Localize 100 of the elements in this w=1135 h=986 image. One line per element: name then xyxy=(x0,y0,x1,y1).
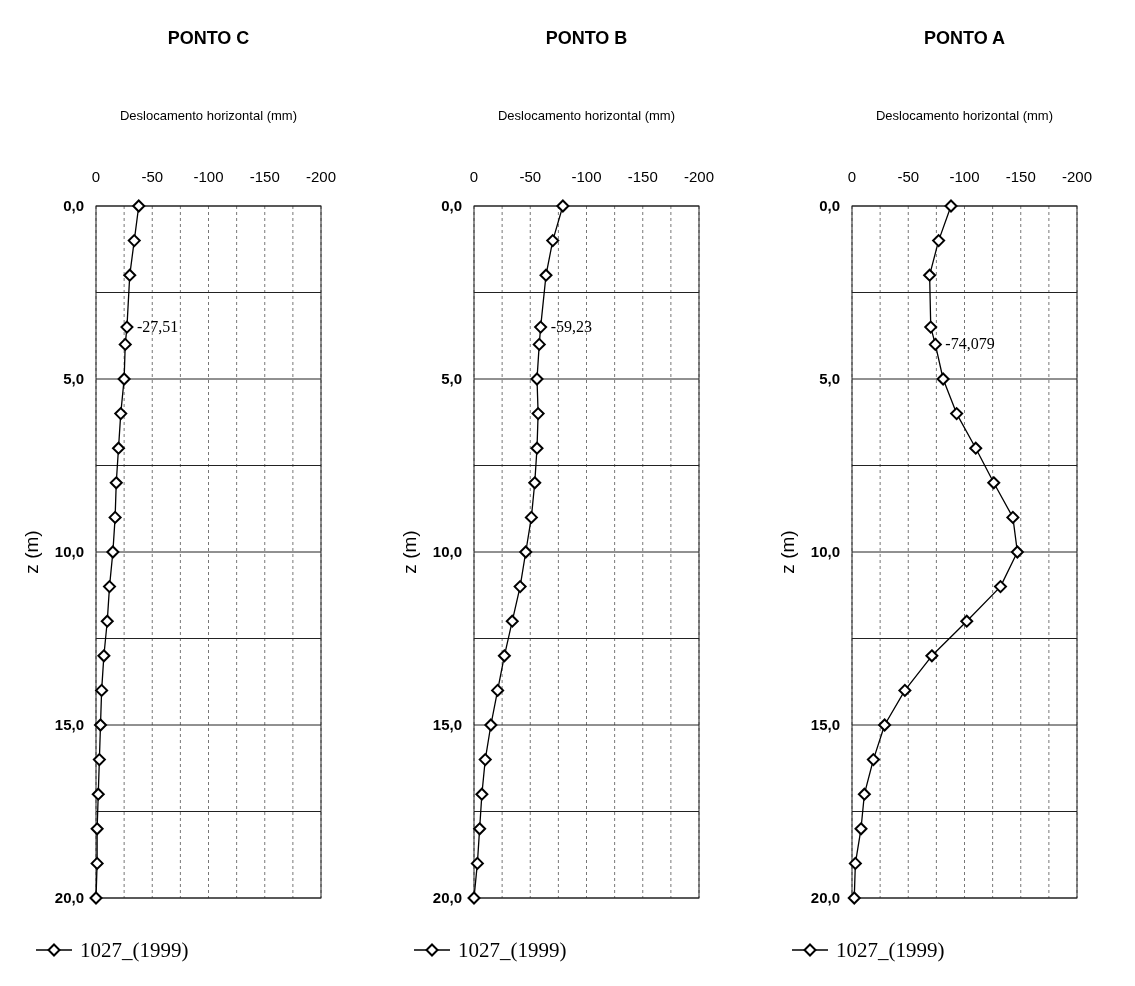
point xyxy=(925,649,939,663)
point xyxy=(497,649,511,663)
point xyxy=(108,510,122,524)
chart-title: PONTO A xyxy=(923,28,1006,48)
y-tick-label: 0,0 xyxy=(63,197,84,214)
point xyxy=(994,580,1007,594)
annotation: -59,23 xyxy=(550,318,592,336)
chart-title: PONTO C xyxy=(167,28,250,48)
x-tick-label: -100 xyxy=(571,168,602,185)
point xyxy=(848,856,862,870)
point xyxy=(484,718,498,732)
point xyxy=(987,476,1001,490)
y-axis-title: z (m) xyxy=(777,530,798,574)
annotation: -74,079 xyxy=(945,335,995,353)
point xyxy=(524,510,538,524)
y-axis-title: z (m) xyxy=(399,530,420,574)
y-tick-label: 10,0 xyxy=(54,543,84,560)
point xyxy=(117,372,131,386)
point xyxy=(519,545,533,559)
point xyxy=(470,856,484,870)
point xyxy=(847,891,861,905)
point xyxy=(132,199,146,213)
point xyxy=(532,337,546,351)
annotation: -27,51 xyxy=(136,318,179,336)
point xyxy=(1006,510,1020,524)
point xyxy=(106,545,120,559)
y-tick-label: 5,0 xyxy=(63,370,84,387)
point xyxy=(539,268,553,282)
point xyxy=(530,441,544,455)
x-tick-label: -100 xyxy=(949,168,980,185)
y-tick-label: 0,0 xyxy=(819,197,840,214)
x-tick-label: -200 xyxy=(683,168,715,185)
point xyxy=(123,268,137,282)
point xyxy=(866,753,880,767)
point xyxy=(109,476,123,490)
point xyxy=(100,614,114,628)
point xyxy=(112,441,125,455)
point xyxy=(92,753,106,767)
point xyxy=(473,822,487,836)
point xyxy=(556,199,570,213)
y-tick-label: 20,0 xyxy=(432,889,462,906)
y-tick-label: 15,0 xyxy=(432,716,462,733)
point xyxy=(898,683,912,697)
point xyxy=(97,649,111,663)
point xyxy=(127,234,141,248)
x-axis-title: Deslocamento horizontal (mm) xyxy=(875,108,1054,123)
point xyxy=(90,856,104,870)
point xyxy=(969,441,983,455)
legend-label: 1027_(1999) xyxy=(458,938,567,962)
x-tick-label: 0 xyxy=(469,168,479,185)
point xyxy=(950,407,964,421)
x-axis-title: Deslocamento horizontal (mm) xyxy=(119,108,298,123)
point xyxy=(944,199,958,213)
point xyxy=(505,614,519,628)
x-tick-label: 0 xyxy=(91,168,101,185)
chart-title: PONTO B xyxy=(545,28,628,48)
point xyxy=(89,891,103,905)
y-tick-label: 15,0 xyxy=(810,716,840,733)
point xyxy=(120,320,134,334)
point xyxy=(878,718,892,732)
point xyxy=(475,787,489,801)
y-tick-label: 5,0 xyxy=(441,370,462,387)
point xyxy=(528,476,542,490)
x-tick-label: -150 xyxy=(1005,168,1036,185)
point xyxy=(478,753,492,767)
point xyxy=(857,787,871,801)
y-tick-label: 10,0 xyxy=(432,543,462,560)
y-axis-title: z (m) xyxy=(21,530,42,574)
y-tick-label: 0,0 xyxy=(441,197,462,214)
legend-label: 1027_(1999) xyxy=(80,938,189,962)
point xyxy=(90,822,104,836)
y-tick-label: 15,0 xyxy=(54,716,84,733)
point xyxy=(1010,545,1024,559)
y-tick-label: 20,0 xyxy=(810,889,840,906)
point xyxy=(467,891,481,905)
point xyxy=(534,320,548,334)
y-tick-label: 20,0 xyxy=(54,889,84,906)
point xyxy=(103,580,116,594)
point xyxy=(854,822,868,836)
point xyxy=(94,718,107,732)
point xyxy=(960,614,974,628)
x-tick-label: -150 xyxy=(627,168,658,185)
point xyxy=(530,372,544,386)
point xyxy=(936,372,950,386)
point xyxy=(91,787,105,801)
x-axis-title: Deslocamento horizontal (mm) xyxy=(497,108,676,123)
x-tick-label: -150 xyxy=(249,168,280,185)
point xyxy=(118,337,132,351)
legend-label: 1027_(1999) xyxy=(836,938,945,962)
x-tick-label: -100 xyxy=(193,168,224,185)
x-tick-label: -200 xyxy=(1061,168,1093,185)
y-tick-label: 5,0 xyxy=(819,370,840,387)
point xyxy=(546,234,560,248)
x-tick-label: 0 xyxy=(847,168,857,185)
point xyxy=(491,683,505,697)
point xyxy=(531,407,545,421)
x-tick-label: -50 xyxy=(897,168,920,185)
point xyxy=(114,407,128,421)
point xyxy=(513,580,527,594)
point xyxy=(924,320,938,334)
